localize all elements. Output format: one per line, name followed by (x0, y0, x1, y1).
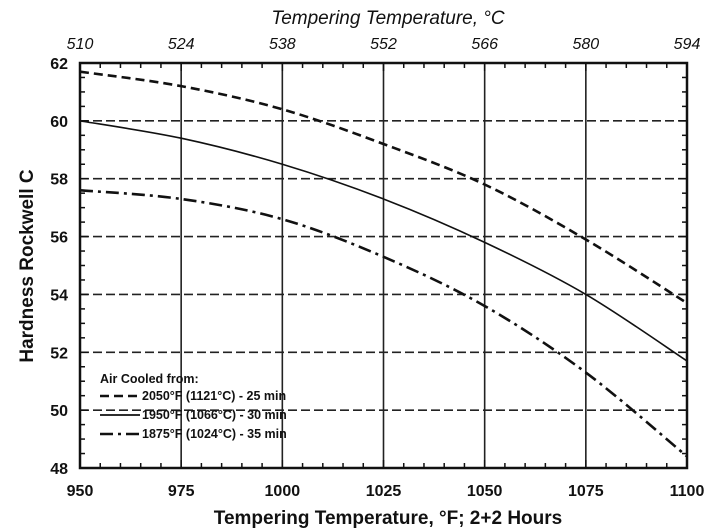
y-tick-label: 52 (50, 345, 68, 362)
legend-label: 1875°F (1024°C) - 35 min (142, 427, 287, 441)
x-tick-label: 1025 (366, 483, 402, 500)
y-tick-label: 58 (50, 172, 68, 189)
top-x-tick-label: 566 (471, 36, 498, 53)
y-axis-title: Hardness Rockwell C (17, 169, 38, 363)
series-line-dash-dot (79, 188, 688, 458)
x-tick-label: 1075 (568, 483, 604, 500)
top-x-tick-label: 538 (269, 36, 296, 53)
y-tick-label: 50 (50, 403, 68, 420)
series-line-solid (79, 120, 688, 362)
legend-title: Air Cooled from: (100, 372, 199, 386)
series-line-dashed (79, 70, 688, 305)
top-x-tick-label: 594 (674, 36, 701, 53)
axis-ticks: 950 975 1000 1025 1050 1075 1100 48 50 52 54 56 58 60… (50, 36, 704, 500)
y-tick-label: 62 (50, 56, 68, 73)
x-tick-label: 1050 (467, 483, 503, 500)
legend: Air Cooled from: 2050°F (1121°C) - 25 mi… (100, 372, 287, 441)
top-axis-title: Tempering Temperature, °C (271, 8, 505, 29)
top-x-tick-label: 552 (370, 36, 397, 53)
x-tick-label: 1000 (265, 483, 301, 500)
grid (80, 63, 687, 468)
legend-label: 1950°F (1066°C) - 30 min (142, 408, 287, 422)
series-lines (79, 70, 688, 458)
y-tick-label: 60 (50, 114, 68, 131)
x-tick-label: 950 (67, 483, 94, 500)
y-tick-label: 56 (50, 230, 68, 247)
top-x-tick-label: 524 (168, 36, 195, 53)
top-x-tick-label: 510 (67, 36, 94, 53)
x-tick-label: 975 (168, 483, 195, 500)
y-tick-label: 48 (50, 461, 68, 478)
top-x-tick-label: 580 (572, 36, 599, 53)
x-tick-label: 1100 (670, 483, 705, 500)
y-tick-label: 54 (50, 287, 68, 304)
x-axis-title: Tempering Temperature, °F; 2+2 Hours (214, 508, 562, 529)
legend-label: 2050°F (1121°C) - 25 min (142, 389, 286, 403)
